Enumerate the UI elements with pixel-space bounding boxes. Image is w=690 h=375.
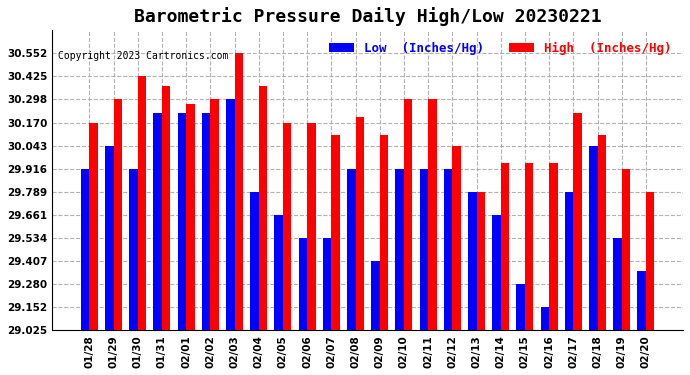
Bar [589,146,598,330]
Bar [573,112,582,330]
Bar [638,271,646,330]
Bar [525,162,533,330]
Bar [516,284,525,330]
Bar [162,86,170,330]
Bar [395,169,404,330]
Bar [259,86,267,330]
Bar [89,123,98,330]
Bar [250,192,259,330]
Bar [492,215,501,330]
Bar [275,215,283,330]
Bar [428,99,437,330]
Bar [622,169,630,330]
Bar [347,169,355,330]
Bar [283,123,291,330]
Bar [153,112,162,330]
Bar [138,76,146,330]
Bar [307,123,315,330]
Bar [549,162,558,330]
Bar [444,169,453,330]
Bar [613,238,622,330]
Bar [114,99,122,330]
Bar [541,307,549,330]
Bar [371,261,380,330]
Bar [598,135,606,330]
Bar [501,162,509,330]
Bar [404,99,413,330]
Bar [235,53,243,330]
Bar [226,99,235,330]
Bar [210,99,219,330]
Bar [468,192,477,330]
Bar [323,238,331,330]
Bar [565,192,573,330]
Bar [477,192,485,330]
Bar [129,169,138,330]
Bar [355,117,364,330]
Text: Copyright 2023 Cartronics.com: Copyright 2023 Cartronics.com [59,51,229,61]
Bar [380,135,388,330]
Bar [646,192,654,330]
Title: Barometric Pressure Daily High/Low 20230221: Barometric Pressure Daily High/Low 20230… [134,7,602,26]
Bar [299,238,307,330]
Legend: Low  (Inches/Hg), High  (Inches/Hg): Low (Inches/Hg), High (Inches/Hg) [324,36,677,60]
Bar [420,169,428,330]
Bar [186,105,195,330]
Bar [81,169,89,330]
Bar [177,112,186,330]
Bar [105,146,114,330]
Bar [331,135,339,330]
Bar [202,112,210,330]
Bar [453,146,461,330]
